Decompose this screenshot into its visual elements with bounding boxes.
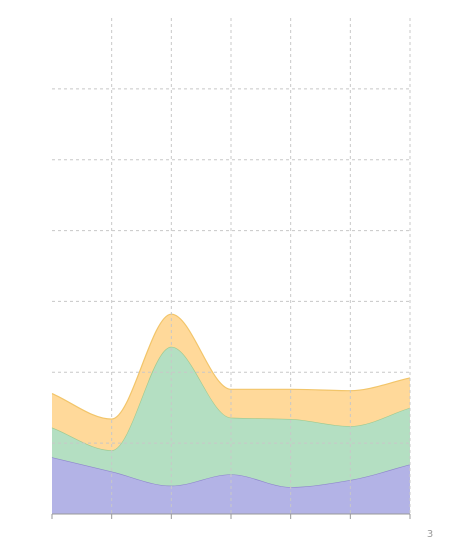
- series-areas: [51, 313, 411, 514]
- series-2-area: [52, 346, 410, 488]
- series-1-area: [52, 457, 410, 514]
- x-ticks: 3: [51, 514, 433, 540]
- series-3-area: [52, 314, 410, 451]
- grid-lines: [52, 18, 411, 514]
- x-tick-label-6: 3: [427, 529, 433, 540]
- series-3-line: [51, 313, 411, 420]
